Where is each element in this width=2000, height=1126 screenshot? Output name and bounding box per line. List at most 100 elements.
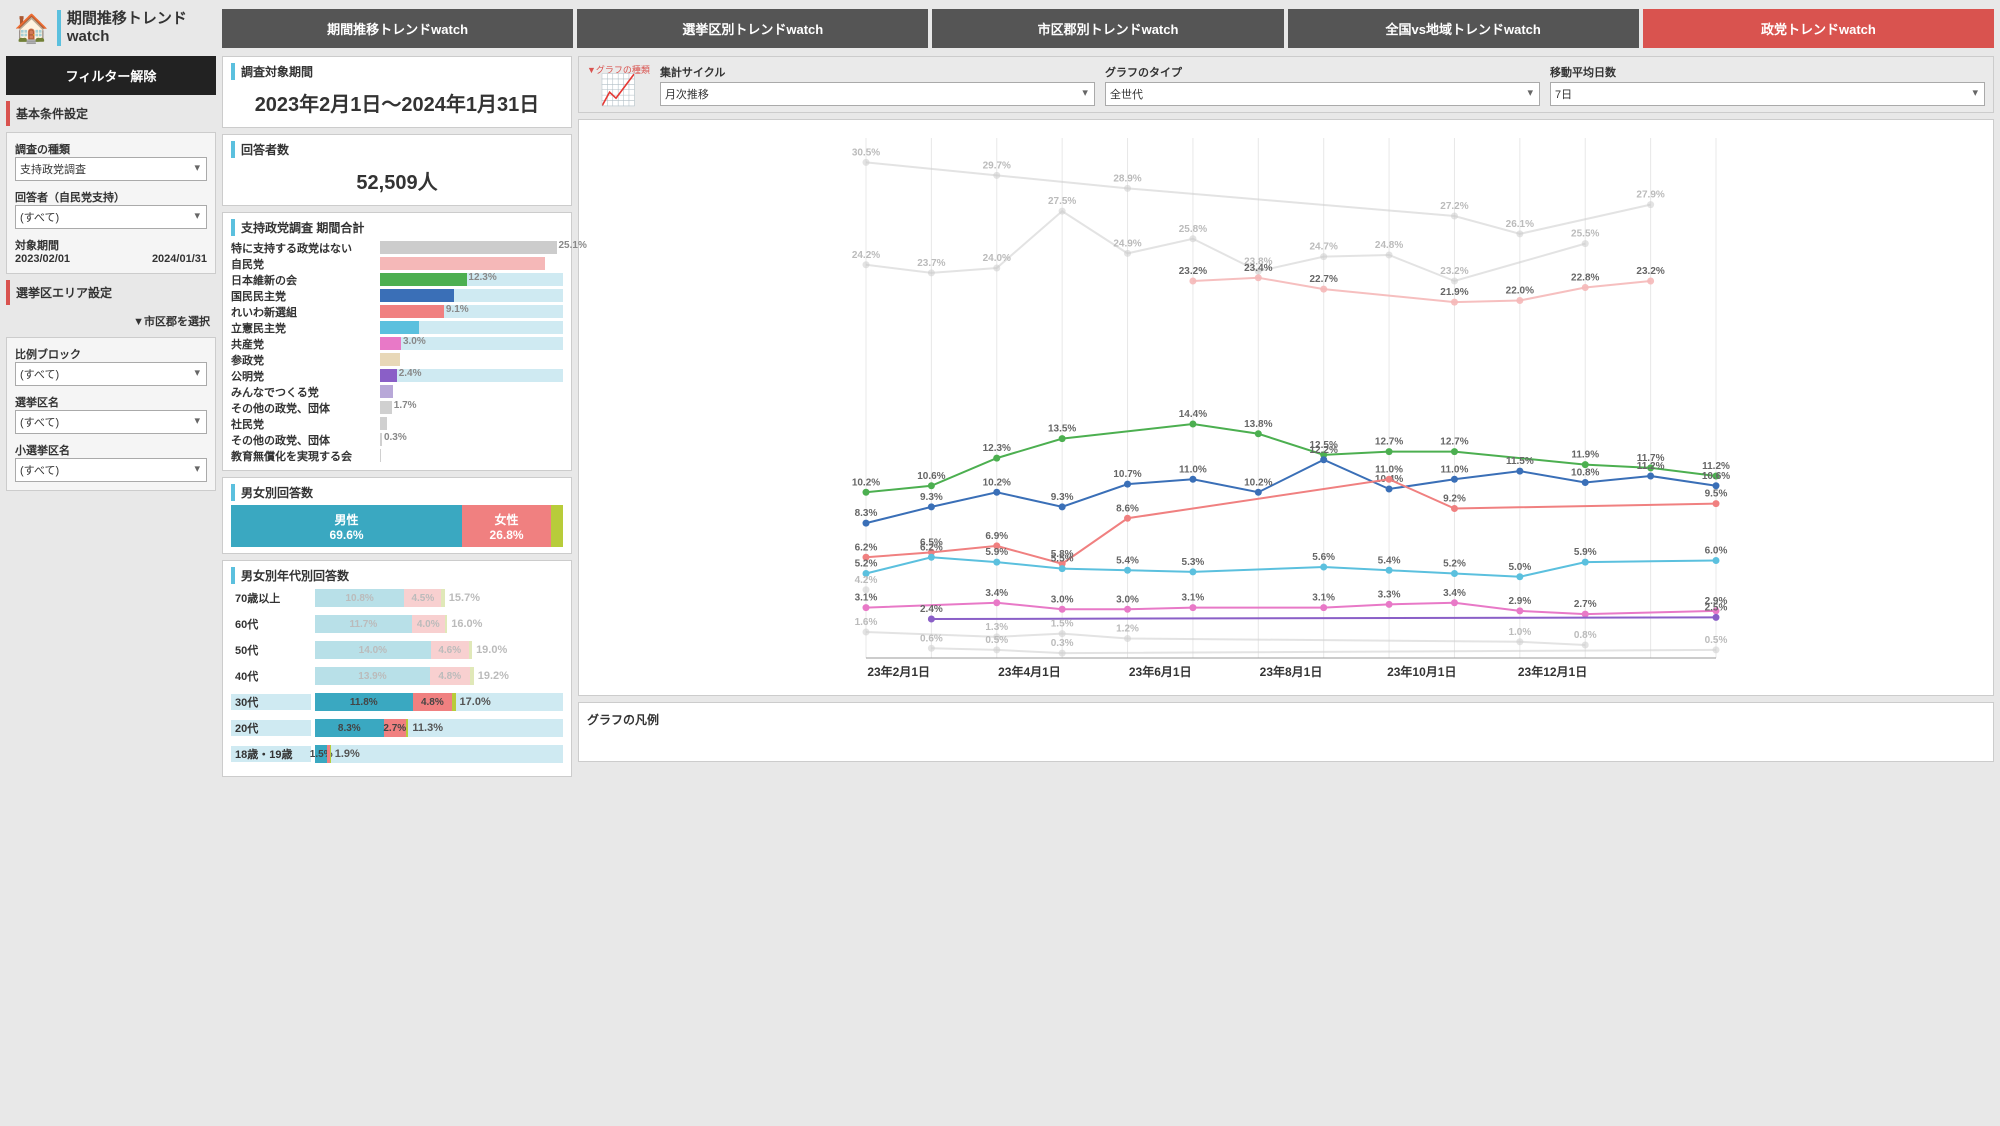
graph-type-label: グラフのタイプ — [1105, 64, 1540, 80]
svg-text:9.2%: 9.2% — [1443, 494, 1466, 505]
svg-text:24.7%: 24.7% — [1310, 242, 1338, 253]
tab-3[interactable]: 全国vs地域トレンドwatch — [1288, 9, 1639, 48]
svg-text:11.5%: 11.5% — [1506, 456, 1534, 467]
period-to[interactable]: 2024/01/31 — [152, 253, 207, 265]
svg-text:5.2%: 5.2% — [855, 559, 878, 570]
area-select-2[interactable]: (すべて) — [15, 458, 207, 482]
area-select-label-2: 小選挙区名 — [15, 442, 207, 458]
svg-text:9.3%: 9.3% — [1051, 492, 1074, 503]
party-bar-row[interactable]: その他の政党、団体1.7% — [231, 400, 563, 415]
cycle-select[interactable]: 月次推移 — [660, 82, 1095, 106]
svg-text:3.4%: 3.4% — [985, 588, 1008, 599]
svg-text:5.6%: 5.6% — [1312, 552, 1335, 563]
tab-1[interactable]: 選挙区別トレンドwatch — [577, 9, 928, 48]
party-bar-row[interactable]: れいわ新選組9.1% — [231, 304, 563, 319]
area-note: ▼市区郡を選択 — [6, 311, 216, 331]
party-bar-row[interactable]: 社民党 — [231, 416, 563, 431]
svg-text:23.2%: 23.2% — [1179, 266, 1207, 277]
age-row[interactable]: 30代11.8%4.8%17.0% — [231, 692, 563, 712]
party-bar-row[interactable]: 自民党 — [231, 256, 563, 271]
filter-clear-button[interactable]: フィルター解除 — [6, 56, 216, 95]
area-select-0[interactable]: (すべて) — [15, 362, 207, 386]
party-bar-row[interactable]: その他の政党、団体0.3% — [231, 432, 563, 447]
graph-type-select[interactable]: 全世代 — [1105, 82, 1540, 106]
gender-card: 男女別回答数 男性69.6%女性26.8% — [222, 477, 572, 554]
svg-text:11.0%: 11.0% — [1375, 464, 1403, 475]
app-title: 期間推移トレンド watch — [57, 10, 208, 46]
period-label: 対象期間 — [15, 237, 207, 253]
svg-text:0.5%: 0.5% — [1705, 635, 1728, 646]
tab-0[interactable]: 期間推移トレンドwatch — [222, 9, 573, 48]
party-bar-row[interactable]: 共産党3.0% — [231, 336, 563, 351]
svg-text:23年8月1日: 23年8月1日 — [1260, 664, 1323, 679]
svg-text:23年4月1日: 23年4月1日 — [998, 664, 1061, 679]
svg-text:23.7%: 23.7% — [917, 258, 945, 269]
svg-text:3.4%: 3.4% — [1443, 588, 1466, 599]
survey-type-select[interactable]: 支持政党調査 — [15, 157, 207, 181]
svg-text:1.5%: 1.5% — [1051, 619, 1074, 630]
svg-text:11.2%: 11.2% — [1637, 461, 1665, 472]
party-bar-row[interactable]: みんなでつくる党 — [231, 384, 563, 399]
svg-text:1.0%: 1.0% — [1508, 627, 1531, 638]
gender-seg[interactable] — [551, 505, 563, 547]
svg-text:3.1%: 3.1% — [1312, 593, 1335, 604]
party-bar-row[interactable]: 特に支持する政党はない25.1% — [231, 240, 563, 255]
svg-text:5.3%: 5.3% — [1182, 557, 1205, 568]
svg-text:3.0%: 3.0% — [1116, 594, 1139, 605]
svg-text:6.0%: 6.0% — [1705, 546, 1728, 557]
party-bar-row[interactable]: 公明党2.4% — [231, 368, 563, 383]
svg-text:27.2%: 27.2% — [1440, 201, 1468, 212]
svg-text:1.3%: 1.3% — [985, 622, 1008, 633]
basic-settings-panel: 調査の種類 支持政党調査 回答者（自民党支持） (すべて) 対象期間 2023/… — [6, 132, 216, 274]
tab-2[interactable]: 市区郡別トレンドwatch — [932, 9, 1283, 48]
gender-seg[interactable]: 男性69.6% — [231, 505, 462, 547]
svg-text:14.4%: 14.4% — [1179, 409, 1207, 420]
respondents-card-value: 52,509人 — [231, 162, 563, 199]
ma-input[interactable]: 7日 — [1550, 82, 1985, 106]
party-bar-row[interactable]: 日本維新の会12.3% — [231, 272, 563, 287]
age-row[interactable]: 50代14.0%4.6%19.0% — [231, 640, 563, 660]
party-bar-row[interactable]: 参政党 — [231, 352, 563, 367]
svg-text:5.2%: 5.2% — [1443, 559, 1466, 570]
period-from[interactable]: 2023/02/01 — [15, 253, 70, 265]
svg-text:2.9%: 2.9% — [1508, 596, 1531, 607]
svg-text:24.8%: 24.8% — [1375, 240, 1403, 251]
svg-text:13.8%: 13.8% — [1244, 419, 1272, 430]
svg-text:22.7%: 22.7% — [1310, 274, 1338, 285]
chart-icon: 📈 — [600, 76, 637, 106]
party-bar-row[interactable]: 国民民主党 — [231, 288, 563, 303]
home-icon[interactable]: 🏠 — [14, 12, 49, 45]
respondents-card-title: 回答者数 — [231, 141, 563, 158]
age-row[interactable]: 70歳以上10.8%4.5%15.7% — [231, 588, 563, 608]
svg-text:10.7%: 10.7% — [1113, 469, 1141, 480]
svg-text:11.9%: 11.9% — [1571, 450, 1599, 461]
legend-box: グラフの凡例 — [578, 702, 1994, 762]
gender-seg[interactable]: 女性26.8% — [462, 505, 551, 547]
party-bar-row[interactable]: 教育無償化を実現する会 — [231, 448, 563, 463]
legend-title: グラフの凡例 — [587, 711, 1985, 728]
party-bar-row[interactable]: 立憲民主党 — [231, 320, 563, 335]
svg-text:11.0%: 11.0% — [1179, 464, 1207, 475]
svg-text:23年10月1日: 23年10月1日 — [1387, 664, 1456, 679]
svg-text:3.1%: 3.1% — [1182, 593, 1205, 604]
respondent-filter-select[interactable]: (すべて) — [15, 205, 207, 229]
svg-text:12.7%: 12.7% — [1375, 437, 1403, 448]
svg-text:2.5%: 2.5% — [1705, 602, 1728, 613]
area-select-1[interactable]: (すべて) — [15, 410, 207, 434]
svg-text:4.2%: 4.2% — [855, 575, 878, 586]
age-row[interactable]: 20代8.3%2.7%11.3% — [231, 718, 563, 738]
svg-text:13.5%: 13.5% — [1048, 424, 1076, 435]
svg-text:27.5%: 27.5% — [1048, 196, 1076, 207]
chart-area: 30.5%29.7%28.9%27.2%26.1%27.9%24.2%23.7%… — [578, 119, 1994, 696]
tab-4[interactable]: 政党トレンドwatch — [1643, 9, 1994, 48]
svg-text:0.6%: 0.6% — [920, 633, 943, 644]
graph-type-icon[interactable]: ▼グラフの種類 📈 — [587, 63, 650, 106]
age-row[interactable]: 40代13.9%4.8%19.2% — [231, 666, 563, 686]
area-settings-header: 選挙区エリア設定 — [6, 280, 216, 305]
svg-text:23年6月1日: 23年6月1日 — [1129, 664, 1192, 679]
svg-text:23.2%: 23.2% — [1440, 266, 1468, 277]
age-row[interactable]: 18歳・19歳1.5%1.9% — [231, 744, 563, 764]
svg-text:22.0%: 22.0% — [1506, 286, 1534, 297]
period-card-title: 調査対象期間 — [231, 63, 563, 80]
age-row[interactable]: 60代11.7%4.0%16.0% — [231, 614, 563, 634]
